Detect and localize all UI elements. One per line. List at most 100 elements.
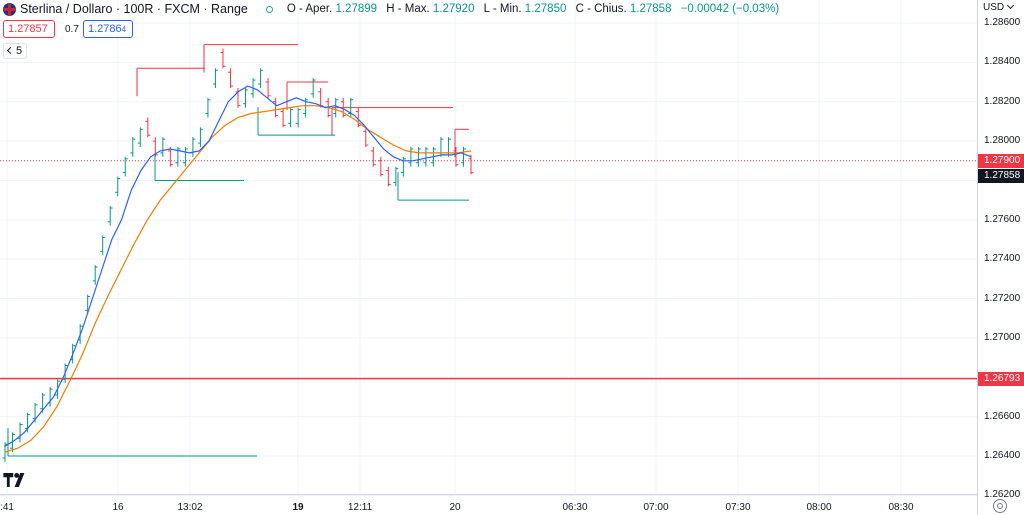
range-bar [92, 265, 98, 285]
sell-button[interactable]: 1.27857 [3, 20, 55, 38]
price-tick-label: 1.26200 [984, 489, 1021, 501]
grid-lines [0, 0, 977, 496]
chevron-left-icon [6, 46, 14, 54]
low-value: 1.27850 [524, 3, 567, 15]
currency-label: USD [983, 1, 1005, 13]
buy-button[interactable]: 1.2786 4 [83, 20, 133, 38]
chevron-down-icon [1007, 1, 1015, 10]
range-bar [160, 137, 166, 157]
range-bar [385, 166, 391, 187]
range-bar [205, 97, 211, 118]
buy-price-pip: 4 [121, 24, 127, 34]
range-bar [220, 48, 226, 69]
time-tick-label: 20 [449, 502, 461, 513]
price-tick-label: 1.28400 [984, 56, 1021, 68]
range-bar [423, 146, 429, 167]
range-bar [190, 137, 196, 157]
price-label-current: 1.27858 [978, 169, 1024, 184]
open-value: 1.27899 [335, 3, 378, 15]
range-bar [393, 166, 399, 187]
open-label: O - Aper. [286, 3, 333, 15]
range-bar [100, 235, 106, 256]
range-bar [370, 146, 376, 167]
moving-averages [4, 85, 472, 453]
spread-text: 0.7 [65, 23, 79, 35]
range-bar [212, 68, 218, 88]
time-tick-label: 13:02 [177, 502, 203, 513]
range-bar [182, 146, 188, 167]
range-bar [363, 127, 369, 147]
range-bar [265, 78, 271, 98]
buy-price: 1.2786 [88, 23, 122, 35]
range-bar [197, 127, 203, 147]
support-resistance-lines [7, 44, 469, 457]
time-tick-label: 08:30 [888, 502, 914, 513]
time-tick-label: 19 [292, 502, 304, 513]
price-tick-label: 1.28000 [984, 135, 1021, 147]
time-tick-label: 07:30 [725, 502, 751, 513]
range-bar [460, 146, 466, 167]
time-tick-label: 07:00 [643, 502, 669, 513]
price-tick-label: 1.26600 [984, 410, 1021, 422]
spread-value: 0.7 [61, 20, 83, 38]
range-bar [438, 137, 444, 157]
time-tick-label: 08:00 [806, 502, 832, 513]
ohlc-values: O - Aper. 1.27899 H - Max. 1.27920 L - M… [287, 3, 785, 15]
low-label: L - Min. [483, 3, 522, 15]
range-bar [445, 137, 451, 157]
range-bar [227, 68, 233, 88]
range-bar [400, 156, 406, 177]
range-bar [378, 156, 384, 177]
price-label-solid: 1.26793 [978, 371, 1024, 386]
indicators-toggle-button[interactable]: 5 [3, 43, 27, 59]
price-tick-label: 1.28600 [984, 17, 1021, 28]
indicator-count: 5 [15, 45, 23, 57]
range-bar [355, 107, 361, 128]
price-tick-label: 1.28200 [984, 95, 1021, 107]
gbp-usd-flag-icon [3, 2, 16, 16]
range-bar [145, 117, 151, 138]
range-bar [258, 68, 264, 88]
range-bar [243, 87, 249, 108]
time-tick-label: 06:30 [562, 502, 588, 513]
change-value: −0.00042 (−0.03%) [680, 3, 780, 15]
range-bar [130, 137, 136, 157]
sell-price: 1.27857 [8, 23, 48, 35]
range-bar [288, 107, 294, 128]
range-bar [468, 154, 474, 175]
range-bar [280, 107, 286, 128]
symbol-title[interactable]: Sterlina / Dollaro · 100R · FXCM · Range [20, 2, 248, 16]
range-bar [310, 78, 316, 98]
range-bar [295, 107, 301, 128]
price-tick-label: 1.26400 [984, 450, 1021, 461]
currency-selector[interactable]: USD [983, 0, 1015, 14]
price-tick-label: 1.27600 [984, 213, 1021, 225]
range-bar [167, 146, 173, 167]
price-tick-label: 1.27000 [984, 331, 1021, 343]
time-tick-label: 12:11 [347, 502, 373, 513]
range-bar [453, 146, 459, 167]
range-bar [408, 146, 414, 167]
market-status-icon[interactable] [265, 5, 273, 13]
range-bar [273, 97, 279, 118]
range-bar [137, 127, 143, 147]
tradingview-logo-icon[interactable] [3, 473, 29, 487]
price-tick-label: 1.27200 [984, 292, 1021, 304]
range-bar [115, 176, 121, 197]
chart-legend: Sterlina / Dollaro · 100R · FXCM · Range… [0, 0, 785, 18]
range-bar [107, 206, 113, 226]
price-label-dotted: 1.27900 [978, 153, 1024, 168]
price-lines [0, 160, 977, 380]
close-value: 1.27858 [629, 3, 672, 15]
range-bar [415, 146, 421, 167]
range-bar [333, 97, 339, 118]
high-value: 1.27920 [432, 3, 475, 15]
range-bar [340, 97, 346, 118]
range-bars [2, 48, 474, 462]
time-tick-label: 16 [112, 502, 124, 513]
ma-slow-line [4, 105, 472, 453]
settings-gear-icon[interactable] [993, 499, 1007, 513]
high-label: H - Max. [386, 3, 430, 15]
price-tick-label: 1.27400 [984, 253, 1021, 265]
